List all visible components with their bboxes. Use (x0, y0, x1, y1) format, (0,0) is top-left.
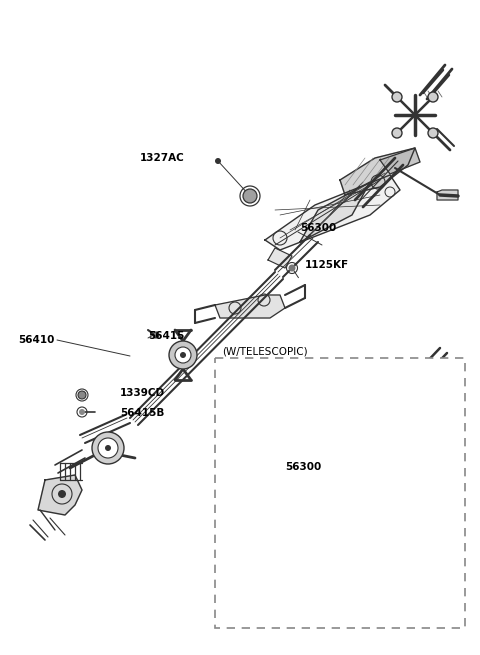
Text: 1125KF: 1125KF (305, 260, 349, 270)
Circle shape (169, 341, 197, 369)
Text: 56415: 56415 (148, 331, 184, 341)
Polygon shape (340, 148, 415, 195)
Circle shape (430, 400, 438, 408)
Circle shape (320, 470, 340, 490)
Polygon shape (437, 190, 458, 200)
Circle shape (335, 442, 341, 448)
Circle shape (92, 432, 124, 464)
Bar (215, 358, 465, 628)
Polygon shape (238, 498, 305, 538)
Circle shape (398, 368, 406, 376)
Polygon shape (215, 295, 285, 318)
Circle shape (98, 438, 118, 458)
Circle shape (428, 128, 438, 138)
Circle shape (430, 368, 438, 376)
Text: 1339CD: 1339CD (120, 388, 165, 398)
Circle shape (288, 265, 296, 272)
Circle shape (215, 158, 221, 164)
Text: 56300: 56300 (300, 223, 336, 233)
Circle shape (398, 400, 406, 408)
Circle shape (392, 92, 402, 102)
Text: (W/TELESCOPIC): (W/TELESCOPIC) (222, 347, 308, 357)
Polygon shape (265, 175, 400, 250)
Circle shape (58, 490, 66, 498)
Circle shape (79, 409, 85, 415)
Polygon shape (268, 248, 292, 268)
Text: 56410: 56410 (19, 335, 55, 345)
Circle shape (180, 352, 186, 358)
Circle shape (428, 92, 438, 102)
Circle shape (392, 128, 402, 138)
Text: 56415B: 56415B (120, 408, 164, 418)
Circle shape (105, 445, 111, 451)
Text: 1327AC: 1327AC (140, 153, 185, 163)
Polygon shape (385, 395, 428, 428)
Circle shape (78, 391, 86, 399)
Polygon shape (38, 475, 82, 515)
Circle shape (153, 332, 159, 338)
Circle shape (243, 189, 257, 203)
Polygon shape (335, 390, 428, 448)
Polygon shape (272, 462, 345, 505)
Circle shape (175, 347, 191, 363)
Text: 56300: 56300 (285, 462, 321, 472)
Circle shape (324, 474, 336, 486)
Polygon shape (300, 182, 370, 242)
Polygon shape (380, 148, 420, 174)
